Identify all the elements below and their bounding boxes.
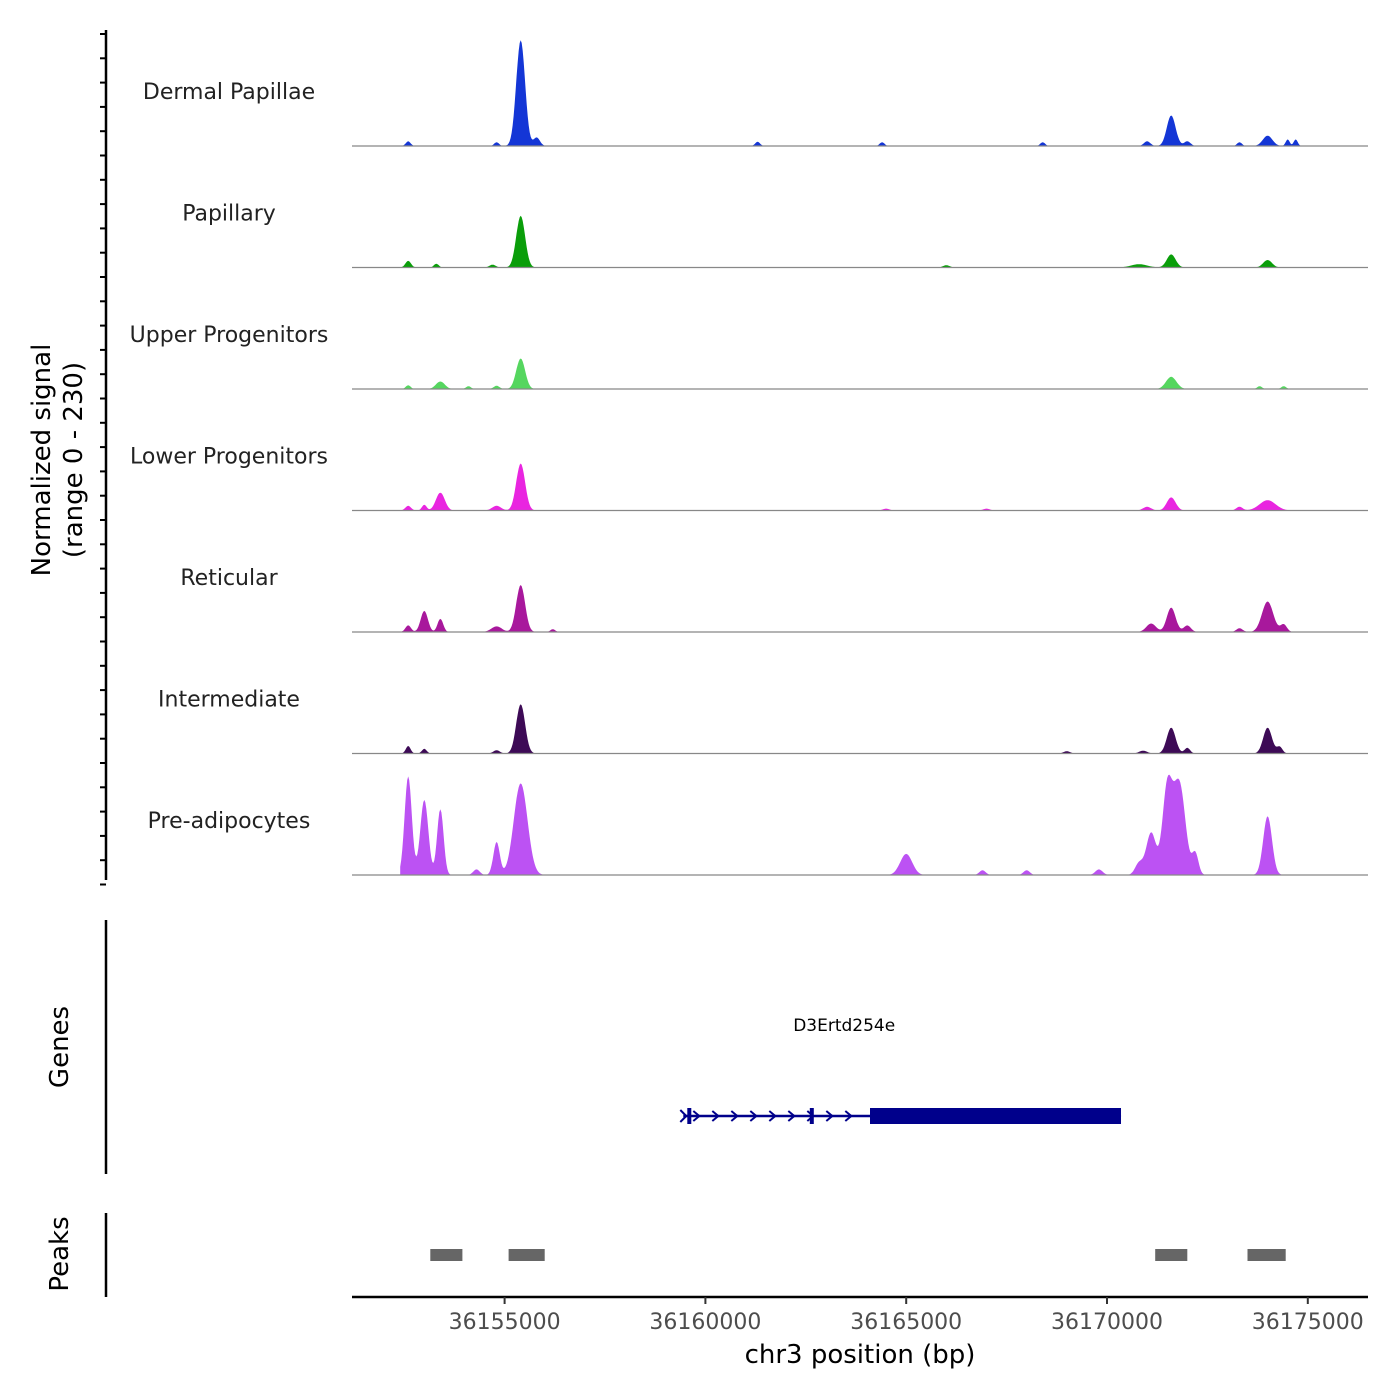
peaks-track-label: Peaks [45,1216,75,1291]
genes-track: D3Ertd254e [104,920,1122,1174]
coverage-area [400,358,1320,389]
signal-y-axis [100,30,108,886]
track-pre-adipocytes: Pre-adipocytes [148,774,1368,876]
x-tick-label: 36160000 [649,1310,761,1335]
x-axis: 36155000 36160000 36165000 36170000 36175000 [352,1295,1368,1335]
track-label: Lower Progenitors [130,445,328,470]
gene-exon-block [870,1108,1121,1124]
genes-track-label: Genes [45,1006,75,1088]
coverage-area [400,774,1320,875]
strand-arrow [749,1110,758,1122]
x-axis-label: chr3 position (bp) [745,1340,976,1370]
peak-region [430,1249,463,1261]
coverage-area [400,585,1320,632]
peak-region [508,1249,545,1261]
x-tick-label: 36155000 [449,1310,561,1335]
coverage-tracks: Dermal Papillae Papillary Upper Progenitor… [130,40,1368,876]
track-lower-progenitors: Lower Progenitors [130,445,1368,512]
strand-arrow [844,1110,853,1122]
strand-arrow [825,1110,834,1122]
track-label: Dermal Papillae [143,80,315,105]
x-tick-label: 36175000 [1252,1310,1364,1335]
strand-arrow [806,1110,815,1122]
strand-arrow [711,1110,720,1122]
track-dermal-papillae: Dermal Papillae [143,40,1368,147]
x-tick-label: 36170000 [1051,1310,1163,1335]
track-papillary: Papillary [182,202,1368,269]
coverage-area [400,463,1320,511]
track-label: Reticular [180,566,278,591]
track-reticular: Reticular [180,566,1368,633]
gene-name-label: D3Ertd254e [793,1016,895,1036]
track-label: Upper Progenitors [130,323,329,348]
strand-arrow [692,1110,701,1122]
peak-region [1247,1249,1286,1261]
y-axis-label: Normalized signal [27,344,57,577]
track-label: Pre-adipocytes [148,809,311,834]
y-axis-range-label: (range 0 - 230) [59,362,89,558]
strand-arrow [787,1110,796,1122]
strand-arrow [768,1110,777,1122]
gene-exon [687,1108,692,1124]
peak-region [1155,1249,1188,1261]
x-tick-label: 36165000 [850,1310,962,1335]
track-intermediate: Intermediate [158,688,1368,755]
track-label: Papillary [182,202,276,227]
coverage-area [400,215,1320,268]
coverage-area [400,40,1320,146]
gene-start-marker [679,1109,688,1123]
track-upper-progenitors: Upper Progenitors [130,323,1368,390]
strand-arrow [730,1110,739,1122]
gene-d3ertd254e: D3Ertd254e [679,1016,1122,1124]
track-label: Intermediate [158,688,300,713]
coverage-area [400,704,1320,754]
peaks-track [104,1213,1286,1297]
